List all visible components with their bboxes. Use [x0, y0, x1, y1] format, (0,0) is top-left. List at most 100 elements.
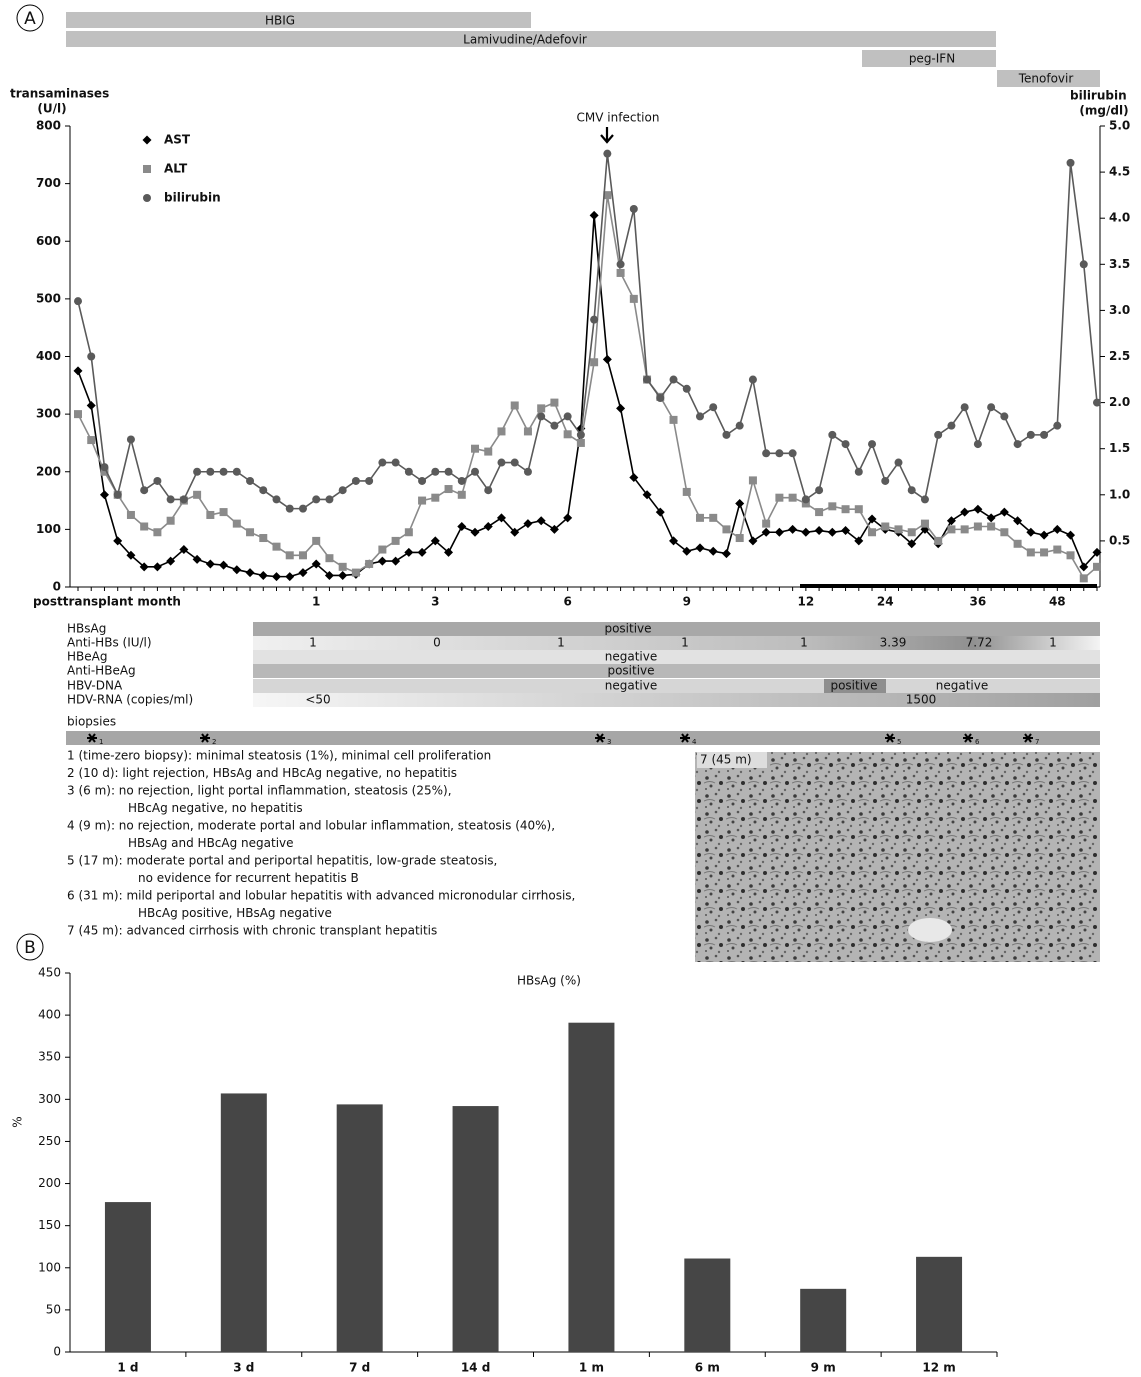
y-tick-label: 700	[36, 176, 61, 190]
y2-tick-label: 3.0	[1109, 303, 1130, 317]
point	[590, 358, 599, 367]
point	[166, 495, 175, 504]
point	[868, 528, 877, 537]
biopsy-asterisk	[1023, 733, 1033, 743]
point	[735, 421, 744, 430]
point	[563, 412, 572, 421]
point	[748, 375, 757, 384]
point	[1013, 539, 1022, 548]
point	[867, 514, 877, 524]
point	[1040, 430, 1049, 439]
chart-title: HBsAg (%)	[517, 974, 581, 988]
biopsy-asterisk	[963, 733, 973, 743]
treatment-bar	[66, 31, 996, 47]
point	[179, 495, 188, 504]
biopsy-description: 6 (31 m): mild periportal and lobular he…	[67, 889, 575, 903]
point	[722, 525, 731, 534]
point	[589, 210, 599, 220]
point	[550, 421, 559, 430]
point	[907, 539, 917, 549]
point	[365, 476, 374, 485]
point	[497, 458, 506, 467]
point	[219, 508, 228, 517]
point	[775, 449, 784, 458]
point	[139, 562, 149, 572]
serology-value: 1	[557, 636, 565, 650]
point	[616, 268, 625, 277]
point	[1052, 524, 1062, 534]
biopsy-number: 6	[975, 738, 980, 746]
point	[801, 495, 810, 504]
point	[801, 499, 810, 508]
bar	[568, 1022, 615, 1352]
biopsy-asterisk	[200, 733, 210, 743]
biopsy-title: biopsies	[67, 715, 116, 729]
serology-value: 1	[309, 636, 317, 650]
point	[87, 352, 96, 361]
biopsy-asterisk	[885, 733, 895, 743]
point	[669, 415, 678, 424]
serology-value: 1500	[906, 693, 937, 707]
point	[113, 490, 122, 499]
point	[338, 486, 347, 495]
point	[536, 516, 546, 526]
point	[1092, 547, 1102, 557]
point	[100, 463, 109, 472]
point	[298, 568, 308, 578]
y2-axis-title: (mg/dl)	[1079, 104, 1128, 118]
point	[973, 440, 982, 449]
serology-value: negative	[605, 679, 657, 693]
point	[126, 550, 136, 560]
point	[523, 427, 532, 436]
point	[142, 135, 152, 145]
point	[73, 366, 83, 376]
point	[100, 467, 109, 476]
serology-value: negative	[605, 650, 657, 664]
point	[590, 315, 599, 324]
serology-label: Anti-HBeAg	[67, 664, 136, 678]
y-tick-label: 400	[36, 349, 61, 363]
y-axis-title: transaminases	[10, 87, 109, 101]
point	[537, 404, 546, 413]
point	[259, 534, 268, 543]
point	[550, 398, 559, 407]
point	[973, 504, 983, 514]
point	[920, 495, 929, 504]
point	[510, 401, 519, 410]
point	[1053, 421, 1062, 430]
point	[709, 403, 718, 412]
y2-tick-label: 2.0	[1109, 395, 1130, 409]
point	[999, 507, 1009, 517]
y-axis-title: %	[11, 1116, 25, 1127]
point	[1000, 412, 1009, 421]
point	[682, 546, 692, 556]
biopsy-description: 5 (17 m): moderate portal and periportal…	[67, 854, 497, 868]
point	[470, 527, 480, 537]
point	[444, 547, 454, 557]
y2-axis-title: bilirubin	[1070, 89, 1127, 103]
point	[1079, 260, 1088, 269]
point	[285, 572, 295, 582]
y-tick-label: 0	[53, 580, 61, 594]
y2-tick-label: 5.0	[1109, 119, 1130, 133]
treatment-bar	[997, 70, 1100, 87]
point	[682, 487, 691, 496]
histology-image	[695, 752, 1100, 962]
point	[74, 297, 82, 306]
point	[762, 519, 771, 528]
point	[868, 440, 877, 449]
point	[431, 467, 440, 476]
treatment-bar	[862, 50, 996, 67]
point	[1026, 548, 1035, 557]
point	[1079, 574, 1088, 583]
point	[881, 476, 890, 485]
y-tick-label: 300	[38, 1092, 61, 1106]
point	[643, 375, 652, 384]
serology-value: 1	[1049, 636, 1057, 650]
point	[377, 556, 387, 566]
serology-label: HBsAg	[67, 622, 106, 636]
point	[721, 549, 731, 559]
legend-label: bilirubin	[164, 191, 221, 205]
point	[934, 430, 943, 439]
point	[576, 438, 585, 447]
